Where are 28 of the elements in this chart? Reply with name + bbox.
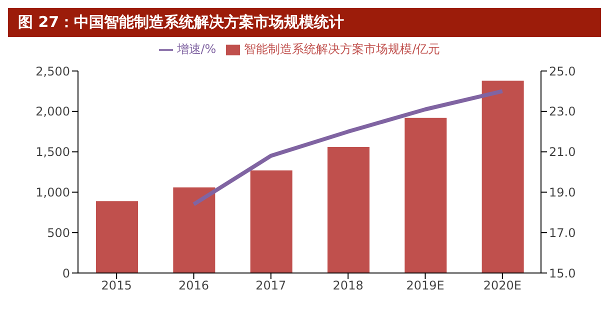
y-tick-label: 1,500 <box>36 145 70 160</box>
x-tick-label: 2020E <box>483 278 522 293</box>
y-tick-label: 1,000 <box>36 185 70 200</box>
bar <box>482 80 524 273</box>
bar <box>173 187 216 273</box>
bar <box>328 146 370 273</box>
y2-tick-label: 17.0 <box>549 226 576 240</box>
legend-label: 增速/% <box>176 42 216 56</box>
y2-tick-label: 21.0 <box>549 145 576 160</box>
x-tick-label: 2019E <box>406 278 444 293</box>
y2-tick-label: 15.0 <box>549 266 576 280</box>
bar <box>404 118 447 273</box>
bar <box>250 170 292 273</box>
bar <box>96 201 138 273</box>
y-tick-label: 2,000 <box>36 104 70 119</box>
y2-tick-label: 25.0 <box>549 64 576 78</box>
x-tick-label: 2015 <box>101 278 132 293</box>
y-tick-label: 0 <box>62 266 70 280</box>
y2-tick-label: 19.0 <box>549 185 576 200</box>
x-tick-label: 2018 <box>332 278 364 293</box>
x-tick-label: 2017 <box>256 278 286 293</box>
legend-label: 智能制造系统解决方案市场规模/亿元 <box>244 42 440 56</box>
x-tick-label: 2016 <box>178 278 210 293</box>
line-series <box>192 89 504 206</box>
y2-tick-label: 23.0 <box>549 104 576 119</box>
y-tick-label: 500 <box>47 226 70 240</box>
chart-title: 图 27：中国智能制造系统解决方案市场规模统计 <box>8 8 601 37</box>
y-tick-label: 2,500 <box>36 64 70 78</box>
